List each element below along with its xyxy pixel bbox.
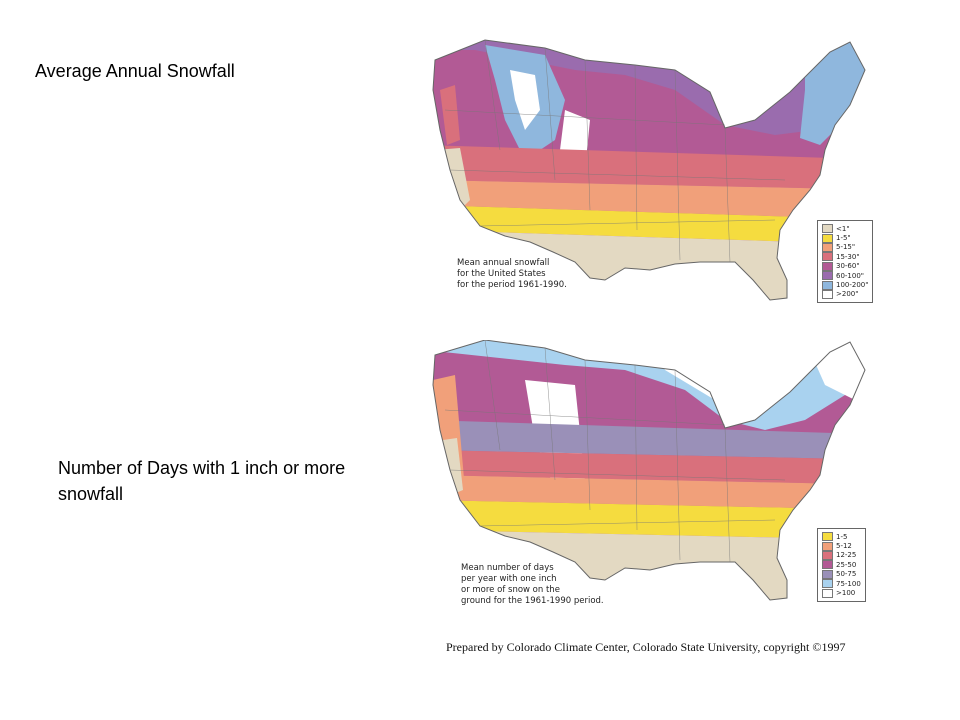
title-days-with-snowfall: Number of Days with 1 inch or more snowf… <box>58 458 346 504</box>
legend-label: 1-5 <box>836 532 848 541</box>
legend-swatch <box>822 289 833 299</box>
legend-label: 15-30" <box>836 252 860 261</box>
legend-swatch <box>822 271 833 281</box>
snowfall-map: Mean annual snowfall for the United Stat… <box>425 30 895 335</box>
note-line: or more of snow on the <box>461 585 560 595</box>
legend-label: 50-75 <box>836 570 857 579</box>
legend-label: >100 <box>836 589 856 598</box>
legend-item: 1-5" <box>822 233 868 243</box>
legend-item: 30-60" <box>822 261 868 271</box>
legend-item: 60-100" <box>822 271 868 281</box>
legend-snow-days: 1-5 5-12 12-25 25-50 50-75 75-100 >100 <box>817 528 866 602</box>
legend-swatch <box>822 541 833 551</box>
legend-swatch <box>822 569 833 579</box>
legend-label: 12-25 <box>836 551 857 560</box>
us-snowfall-map-graphic <box>432 39 866 301</box>
legend-label: >200" <box>836 290 859 299</box>
note-line: Mean annual snowfall <box>457 258 550 268</box>
legend-item: 1-5 <box>822 532 861 542</box>
note-line: for the period 1961-1990. <box>457 280 567 290</box>
legend-label: 5-15" <box>836 243 856 252</box>
legend-item: 75-100 <box>822 579 861 589</box>
legend-item: 100-200" <box>822 280 869 290</box>
note-line: ground for the 1961-1990 period. <box>461 596 604 606</box>
legend-swatch <box>822 252 833 262</box>
note-line: for the United States <box>457 269 546 279</box>
legend-item: <1" <box>822 224 868 234</box>
title-average-annual-snowfall: Average Annual Snowfall <box>35 61 235 81</box>
snow-days-map: Mean number of days per year with one in… <box>425 339 895 635</box>
legend-label: 30-60" <box>836 262 860 271</box>
legend-label: <1" <box>836 224 850 233</box>
legend-item: 50-75 <box>822 569 861 579</box>
us-snow-days-map-graphic <box>432 339 866 601</box>
legend-snowfall: <1" 1-5" 5-15" 15-30" 30-60" 60-100" 100… <box>817 220 874 304</box>
legend-item: 12-25 <box>822 550 861 560</box>
legend-label: 5-12 <box>836 542 852 551</box>
legend-swatch <box>822 224 833 234</box>
note-line: Mean number of days <box>461 563 554 573</box>
legend-item: 15-30" <box>822 252 868 262</box>
legend-item: >100 <box>822 588 861 598</box>
legend-label: 1-5" <box>836 234 851 243</box>
legend-swatch <box>822 588 833 598</box>
map-credit: Prepared by Colorado Climate Center, Col… <box>446 640 846 654</box>
legend-swatch <box>822 532 833 542</box>
legend-label: 60-100" <box>836 271 865 280</box>
legend-item: 5-12 <box>822 541 861 551</box>
legend-item: 5-15" <box>822 242 868 252</box>
legend-swatch <box>822 261 833 271</box>
legend-swatch <box>822 242 833 252</box>
legend-swatch <box>822 579 833 589</box>
legend-item: >200" <box>822 289 868 299</box>
legend-label: 25-50 <box>836 560 857 569</box>
legend-label: 100-200" <box>836 281 869 290</box>
note-line: per year with one inch <box>461 574 557 584</box>
legend-swatch <box>822 550 833 560</box>
legend-swatch <box>822 280 833 290</box>
legend-label: 75-100 <box>836 579 861 588</box>
legend-swatch <box>822 233 833 243</box>
legend-swatch <box>822 560 833 570</box>
legend-item: 25-50 <box>822 560 861 570</box>
map-note-bottom: Mean number of days per year with one in… <box>461 563 604 607</box>
map-note-top: Mean annual snowfall for the United Stat… <box>457 258 567 291</box>
